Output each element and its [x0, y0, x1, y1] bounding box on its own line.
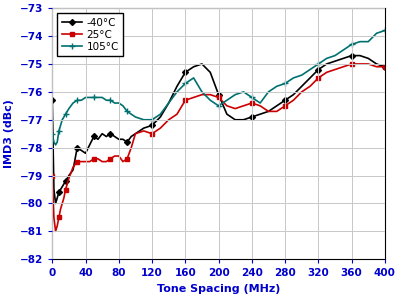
-40°C: [53, 202, 58, 205]
25°C: [241, 104, 246, 108]
25°C: [129, 146, 134, 149]
25°C: [92, 157, 96, 161]
25°C: [55, 224, 60, 228]
-40°C: [50, 98, 55, 102]
25°C: [56, 216, 61, 219]
Y-axis label: IMD3 (dBc): IMD3 (dBc): [4, 99, 14, 168]
-40°C: [349, 54, 354, 58]
105°C: [382, 29, 387, 32]
105°C: [92, 96, 96, 99]
25°C: [53, 229, 58, 233]
105°C: [55, 140, 60, 144]
-40°C: [55, 196, 60, 200]
Line: -40°C: -40°C: [50, 54, 387, 206]
-40°C: [241, 118, 246, 122]
Legend: -40°C, 25°C, 105°C: -40°C, 25°C, 105°C: [58, 13, 123, 56]
105°C: [56, 129, 61, 133]
105°C: [250, 96, 254, 99]
-40°C: [92, 135, 96, 138]
-40°C: [250, 115, 254, 119]
105°C: [50, 132, 55, 136]
105°C: [241, 90, 246, 94]
25°C: [50, 174, 55, 177]
Line: 105°C: 105°C: [50, 28, 388, 148]
Line: 25°C: 25°C: [50, 62, 387, 233]
-40°C: [382, 65, 387, 69]
105°C: [129, 112, 134, 116]
105°C: [53, 143, 58, 147]
25°C: [382, 65, 387, 69]
25°C: [349, 62, 354, 66]
-40°C: [129, 135, 134, 138]
-40°C: [56, 190, 61, 194]
25°C: [250, 101, 254, 105]
X-axis label: Tone Spacing (MHz): Tone Spacing (MHz): [157, 284, 280, 294]
